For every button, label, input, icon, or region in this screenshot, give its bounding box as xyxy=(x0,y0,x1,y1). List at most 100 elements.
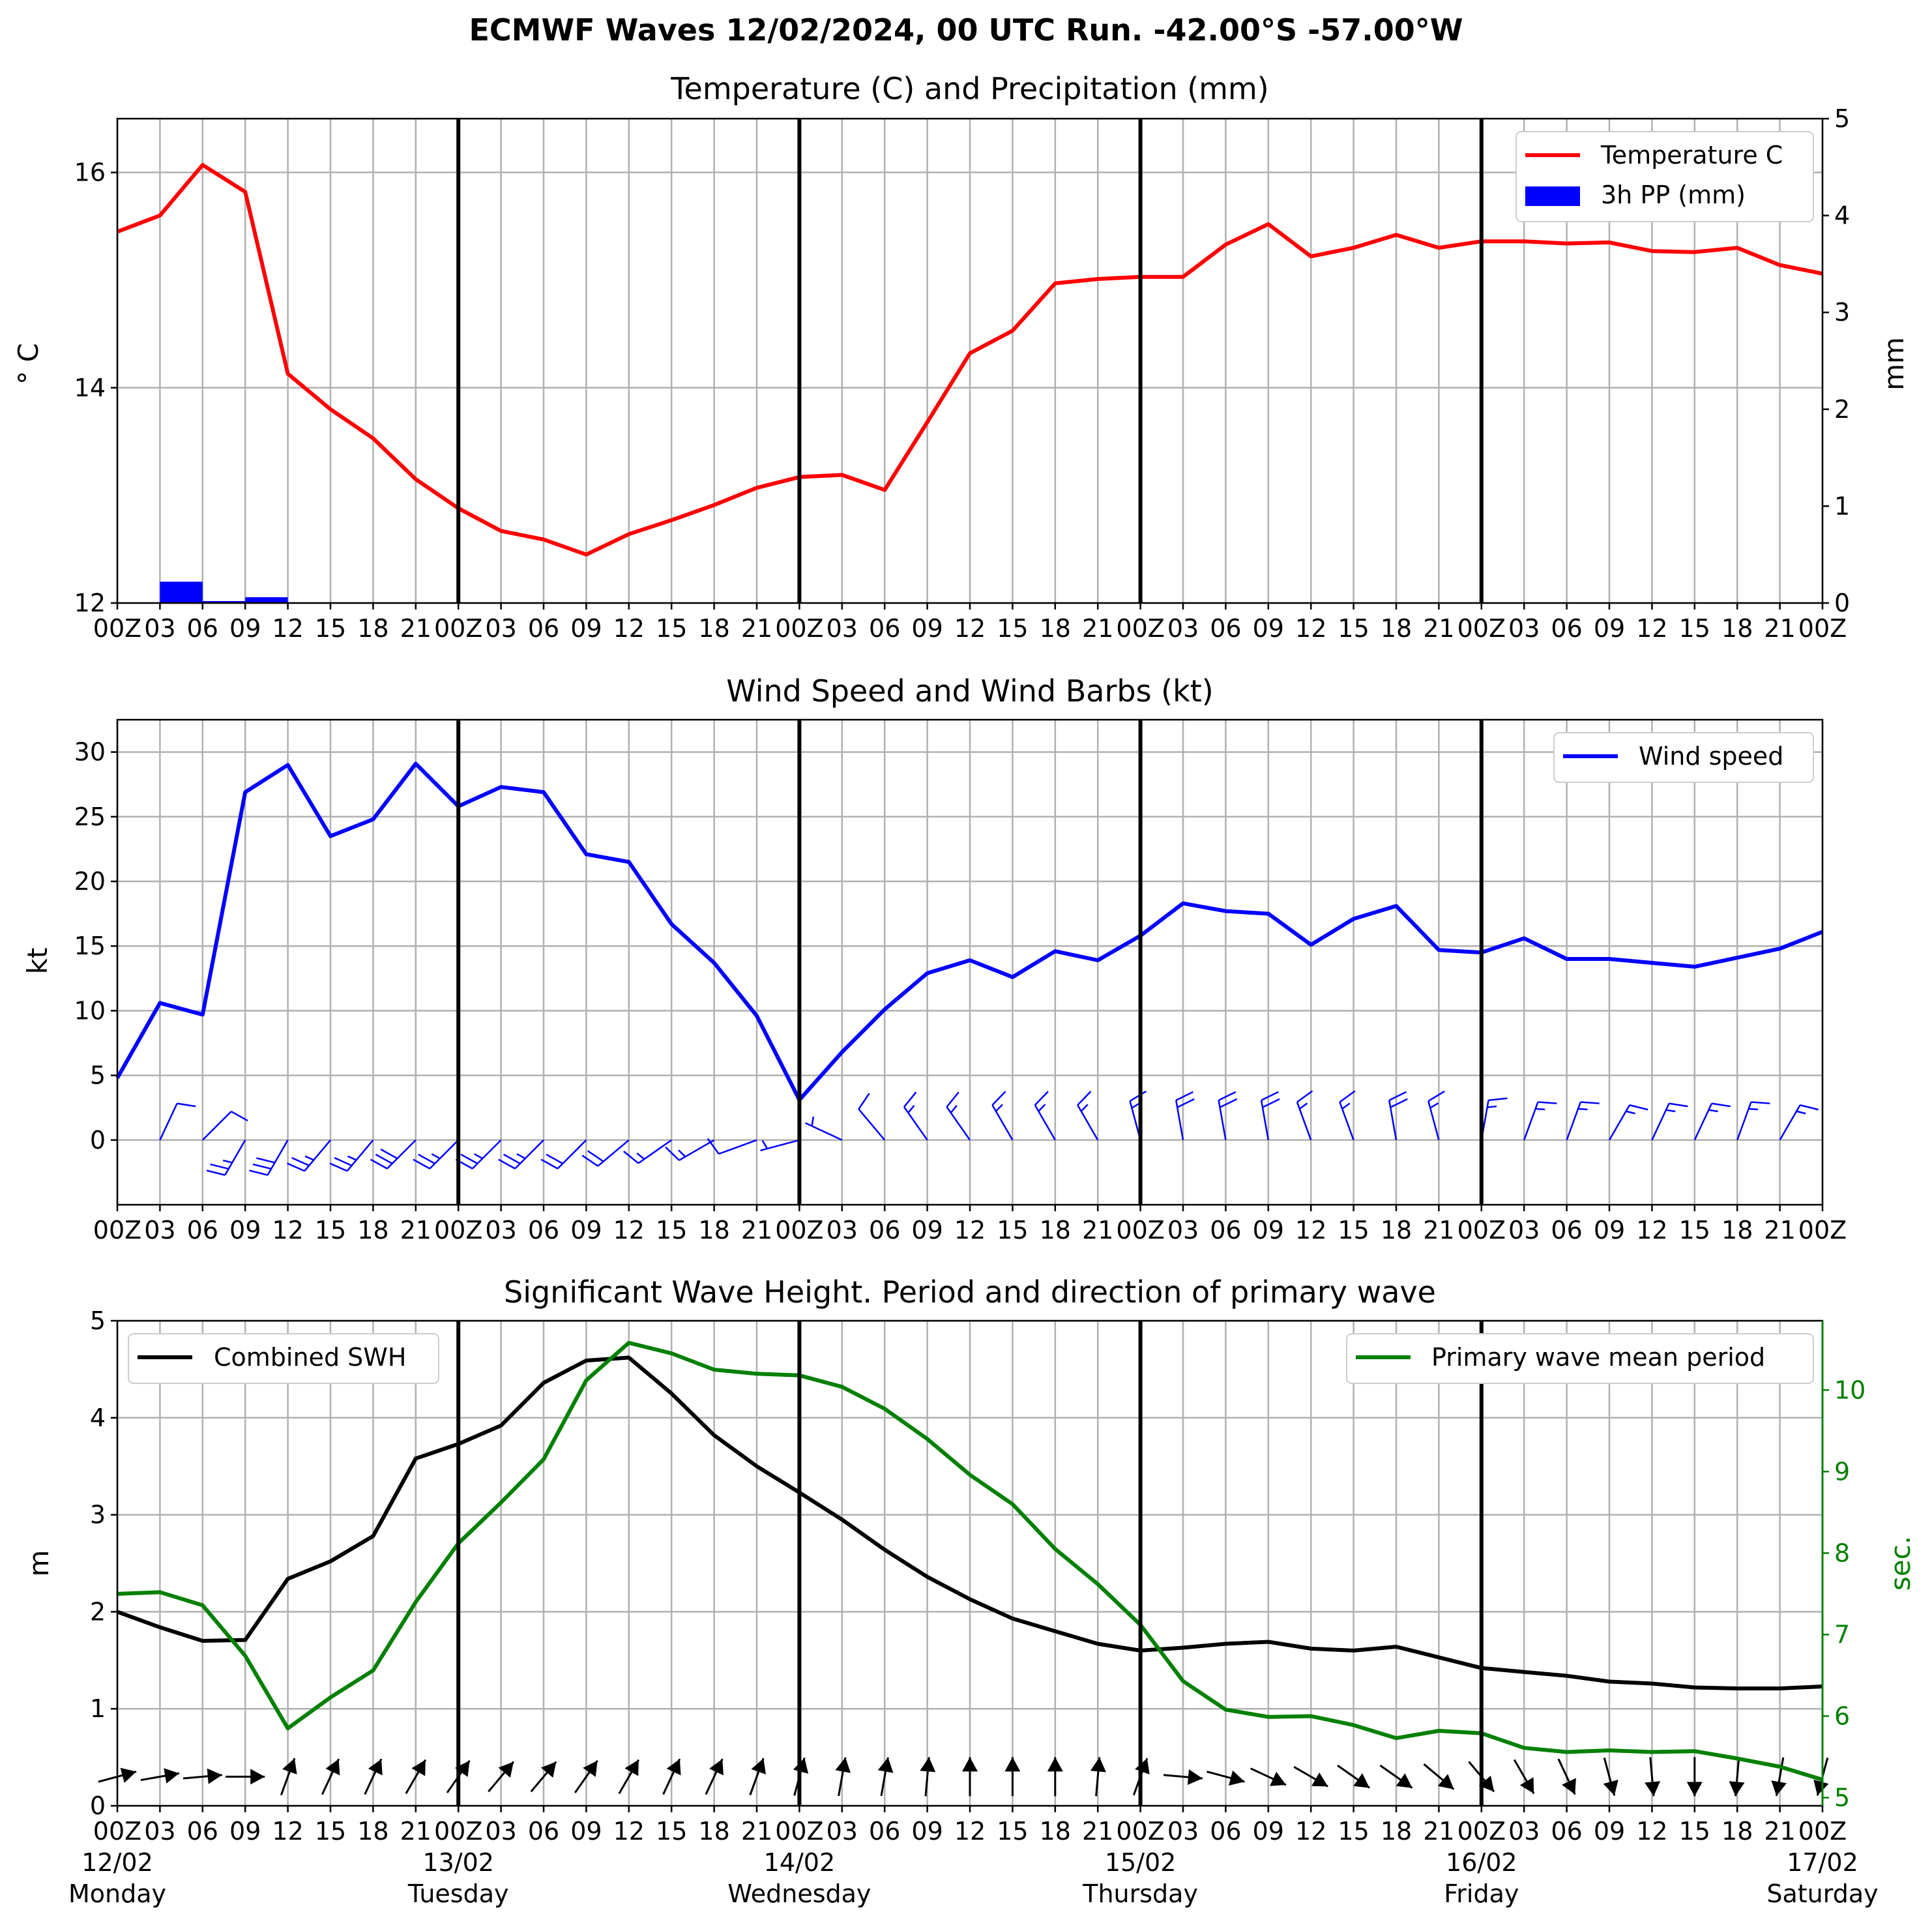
x-tick-label: 21 xyxy=(741,1216,772,1244)
legend-label: Combined SWH xyxy=(214,1343,406,1372)
arrow-head xyxy=(1353,1773,1370,1788)
y-tick-label: 15 xyxy=(74,932,106,960)
wind-barb-flag xyxy=(287,1162,305,1172)
y-tick-label: 25 xyxy=(74,803,106,831)
y-tick-label: 3 xyxy=(90,1501,106,1529)
x-tick-label: 12 xyxy=(613,1817,645,1846)
x-tick-label: 03 xyxy=(827,614,858,643)
wind-barb xyxy=(1566,1101,1600,1141)
wind-barb-shaft xyxy=(346,1139,374,1172)
y-tick-label: 20 xyxy=(74,867,106,896)
y2-tick-label: 4 xyxy=(1834,201,1850,230)
arrow-head xyxy=(368,1759,383,1776)
x-tick-label: 12 xyxy=(1295,1216,1326,1244)
wind-barb-flag xyxy=(375,1153,393,1164)
wave-direction-arrow xyxy=(280,1758,297,1796)
wind-barb-flag xyxy=(1261,1091,1279,1101)
arrow-head xyxy=(282,1758,297,1774)
wave-direction-arrow xyxy=(1513,1759,1535,1795)
arrow-head xyxy=(751,1758,766,1774)
arrow-head xyxy=(1004,1757,1021,1772)
wind-barb-flag xyxy=(503,1153,521,1164)
y2-tick-label: 3 xyxy=(1834,298,1850,327)
x-tick-label: 03 xyxy=(485,614,516,643)
x-date-label: 17/02 xyxy=(1787,1848,1858,1877)
wind-barb-flag xyxy=(1748,1108,1759,1111)
x-tick-label: 15 xyxy=(656,1817,687,1846)
wind-barb-shaft xyxy=(1296,1102,1312,1141)
x-date-label: 12/02 xyxy=(81,1848,153,1877)
wind-barb-flag xyxy=(1800,1104,1819,1111)
x-tick-label: 15 xyxy=(315,1216,346,1244)
x-day-label: Saturday xyxy=(1766,1879,1878,1908)
wave-direction-arrow xyxy=(877,1757,894,1797)
x-tick-label: 03 xyxy=(1167,1216,1199,1244)
wind-barb xyxy=(1339,1090,1356,1141)
arrow-head xyxy=(962,1757,978,1772)
temperature-line-group xyxy=(116,163,1823,557)
x-tick-label: 15 xyxy=(1679,1216,1710,1244)
x-tick-label: 00Z xyxy=(1798,1817,1847,1846)
y2-tick-label: 1 xyxy=(1834,492,1850,520)
y-tick-label: 0 xyxy=(90,1791,106,1820)
wind-barb-shaft xyxy=(679,1139,715,1161)
wind-barb-shaft xyxy=(1077,1104,1099,1141)
x-date-label: 15/02 xyxy=(1105,1848,1177,1877)
y2-tick-label: 5 xyxy=(1834,104,1850,133)
wave-direction-arrow xyxy=(1207,1770,1245,1786)
wind-barb xyxy=(1779,1104,1819,1141)
wind-barb-flag xyxy=(1080,1104,1089,1112)
arrow-head xyxy=(920,1757,936,1773)
wind-barb-shaft xyxy=(903,1106,928,1141)
x-tick-label: 09 xyxy=(570,1216,602,1244)
wind-barb-flag xyxy=(206,1170,226,1176)
wind-barb-flag xyxy=(540,1158,559,1170)
x-tick-label: 15 xyxy=(656,1216,687,1244)
x-tick-label: 15 xyxy=(997,614,1028,643)
wind-barb-shaft xyxy=(267,1140,289,1176)
x-tick-label: 12 xyxy=(1295,1817,1326,1846)
arrow-head xyxy=(709,1759,724,1776)
wind-barb xyxy=(540,1139,587,1170)
wind-barb-shaft xyxy=(557,1139,587,1170)
precip-bars xyxy=(160,582,288,603)
arrow-head xyxy=(1090,1757,1106,1773)
x-tick-label: 03 xyxy=(827,1216,858,1244)
x-tick-label: 03 xyxy=(144,1817,175,1846)
wave-direction-arrow xyxy=(1250,1767,1287,1786)
wind-barb-flag xyxy=(623,1151,639,1164)
temperature-line xyxy=(116,163,1823,557)
wave-panel: Significant Wave Height. Period and dire… xyxy=(23,1274,1916,1908)
arrow-head xyxy=(583,1760,598,1777)
arrow-head xyxy=(1562,1778,1576,1795)
x-tick-label: 12 xyxy=(1636,614,1667,643)
arrow-head xyxy=(1478,1775,1495,1792)
wind-barb-flag xyxy=(1077,1091,1092,1106)
x-tick-label: 03 xyxy=(1167,614,1199,643)
x-tick-label: 18 xyxy=(1381,1216,1412,1244)
wind-barb-flag xyxy=(1708,1109,1718,1113)
legend-box xyxy=(1515,131,1814,222)
wind-barb-flag xyxy=(347,1155,357,1161)
wind-barb-flag xyxy=(1038,1104,1046,1112)
wind-barb-flag xyxy=(177,1102,196,1108)
wave-direction-arrow xyxy=(574,1760,598,1793)
arrow-head xyxy=(1396,1773,1412,1788)
wind-barb xyxy=(159,1102,196,1141)
arrow-head xyxy=(540,1761,557,1778)
x-tick-label: 09 xyxy=(229,614,261,643)
wind-barb xyxy=(903,1091,928,1141)
wind-barb-flag xyxy=(516,1153,526,1160)
y-axis-label: kt xyxy=(22,948,53,975)
x-tick-label: 00Z xyxy=(434,1216,482,1244)
x-tick-label: 09 xyxy=(570,1817,602,1846)
x-tick-label: 09 xyxy=(1253,1817,1284,1846)
x-tick-label: 03 xyxy=(144,1216,175,1244)
wind-barb xyxy=(805,1116,843,1141)
x-tick-label: 15 xyxy=(997,1817,1028,1846)
wind-barb-flag xyxy=(995,1104,1003,1112)
y-tick-label: 0 xyxy=(90,1126,106,1155)
x-tick-label: 06 xyxy=(1551,1817,1582,1846)
x-tick-label: 18 xyxy=(698,614,729,643)
arrow-head xyxy=(624,1760,639,1776)
